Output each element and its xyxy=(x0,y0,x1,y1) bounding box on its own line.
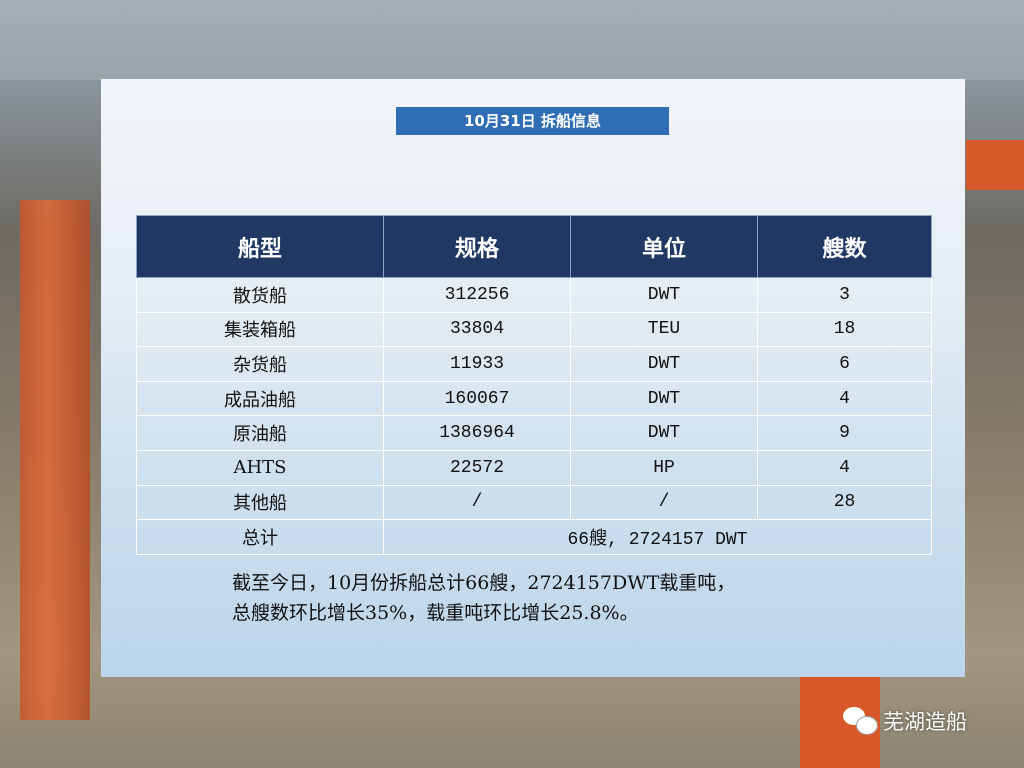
cell-unit: HP xyxy=(570,449,758,486)
summary-line: 截至今日，10月份拆船总计66艘，2724157DWT载重吨， xyxy=(232,572,736,594)
cell-unit: DWT xyxy=(570,380,758,417)
wechat-icon xyxy=(843,707,878,735)
cell-ship-type: AHTS xyxy=(136,449,384,486)
cell-spec: 22572 xyxy=(383,449,571,486)
cell-unit: DWT xyxy=(570,346,758,382)
summary-text: 截至今日，10月份拆船总计66艘，2724157DWT载重吨， 总艘数环比增长3… xyxy=(232,568,735,628)
cell-spec: 1386964 xyxy=(383,415,571,451)
header-spec: 规格 xyxy=(383,215,571,278)
cell-count: 4 xyxy=(757,380,932,417)
total-value: 66艘, 2724157 DWT xyxy=(383,519,932,555)
watermark-text: 芜湖造船 xyxy=(883,710,967,734)
background-crane xyxy=(20,200,90,720)
cell-ship-type: 杂货船 xyxy=(136,346,384,382)
cell-unit: TEU xyxy=(570,311,758,348)
cell-spec: 312256 xyxy=(383,277,571,313)
table-header-row: 船型 规格 单位 艘数 xyxy=(136,215,932,278)
table-row: 其他船 //28 xyxy=(136,484,932,521)
cell-ship-type: 原油船 xyxy=(136,415,384,451)
header-ship-type: 船型 xyxy=(136,215,384,278)
cell-spec: 11933 xyxy=(383,346,571,382)
cell-ship-type: 成品油船 xyxy=(136,380,384,417)
cell-spec: 33804 xyxy=(383,311,571,348)
summary-line: 总艘数环比增长35%，载重吨环比增长25.8%。 xyxy=(232,602,639,624)
table-row: 集装箱船 33804 TEU 18 xyxy=(136,311,932,348)
header-unit: 单位 xyxy=(570,215,758,278)
cell-unit: DWT xyxy=(570,415,758,451)
table-row: 杂货船 11933 DWT 6 xyxy=(136,346,932,382)
table-row: AHTS 22572 HP 4 xyxy=(136,449,932,486)
table-row: 原油船 1386964 DWT 9 xyxy=(136,415,932,451)
cell-unit: DWT xyxy=(570,277,758,313)
table-row: 散货船 312256 DWT 3 xyxy=(136,277,932,313)
cell-count: 3 xyxy=(757,277,932,313)
cell-ship-type: 其他船 xyxy=(136,484,384,521)
header-count: 艘数 xyxy=(757,215,932,278)
table-total-row: 总计 66艘, 2724157 DWT xyxy=(136,519,932,555)
cell-unit: / xyxy=(570,484,758,521)
cell-count: 9 xyxy=(757,415,932,451)
scrapping-table: 船型 规格 单位 艘数 散货船 312256 DWT 3 集装箱船 33804 TEU 18 杂… xyxy=(136,215,932,555)
cell-count: 28 xyxy=(757,484,932,521)
cell-count: 18 xyxy=(757,311,932,348)
watermark: 芜湖造船 xyxy=(843,706,967,736)
cell-spec: / xyxy=(383,484,571,521)
table-row: 成品油船 160067 DWT 4 xyxy=(136,380,932,417)
cell-count: 4 xyxy=(757,449,932,486)
cell-ship-type: 散货船 xyxy=(136,277,384,313)
background-crane xyxy=(966,140,1024,190)
total-label: 总计 xyxy=(136,519,384,555)
cell-spec: 160067 xyxy=(383,380,571,417)
cell-ship-type: 集装箱船 xyxy=(136,311,384,348)
page-title: 10月31日 拆船信息 xyxy=(396,107,669,135)
background-water xyxy=(0,0,1024,80)
cell-count: 6 xyxy=(757,346,932,382)
